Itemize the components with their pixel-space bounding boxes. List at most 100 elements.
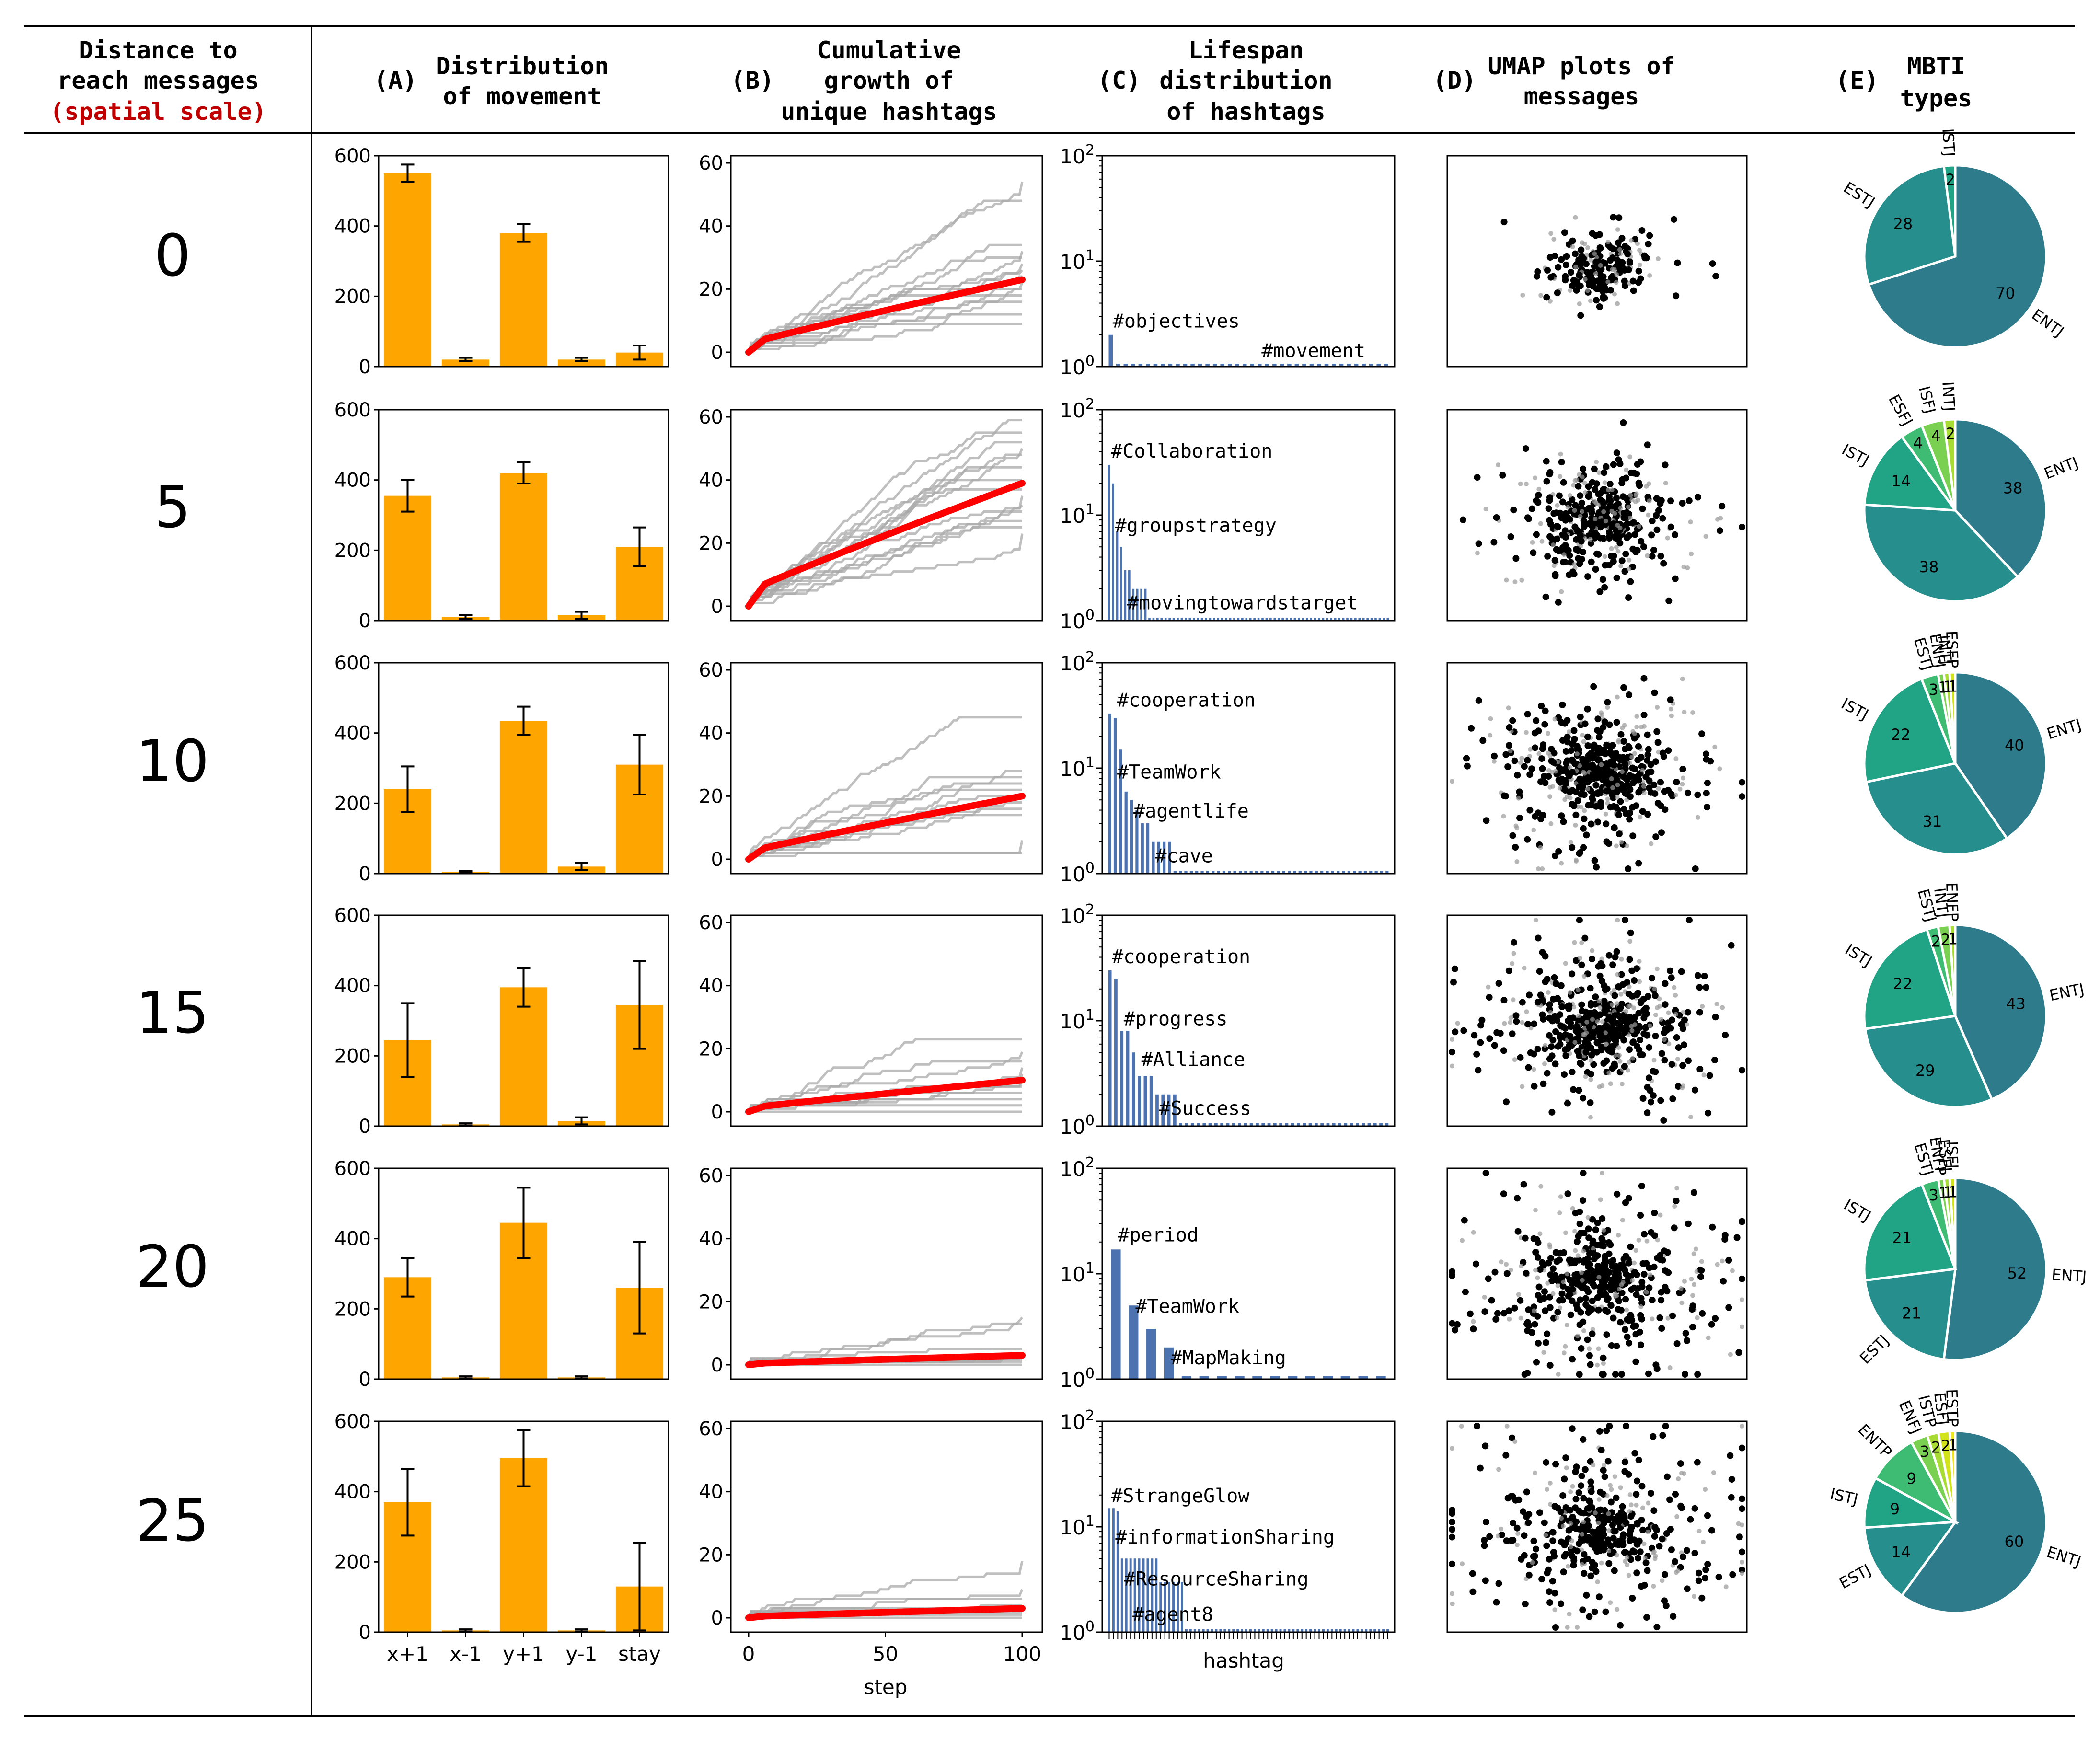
- y-tick-label: 100: [1060, 607, 1095, 633]
- point: [1618, 557, 1626, 565]
- y-tick-label: 0: [711, 849, 723, 871]
- point: [1639, 1526, 1647, 1533]
- point: [1605, 952, 1613, 959]
- hashtag-bar: [1253, 618, 1256, 621]
- point: [1621, 266, 1628, 274]
- point: [1621, 277, 1628, 285]
- point: [1615, 523, 1620, 528]
- point: [1610, 1515, 1617, 1522]
- point: [1559, 1282, 1567, 1290]
- point: [1685, 565, 1690, 570]
- point: [1605, 533, 1613, 540]
- point: [1545, 1487, 1549, 1492]
- point: [1564, 1045, 1571, 1052]
- point: [1477, 1464, 1484, 1472]
- point: [1649, 518, 1656, 525]
- bar-y+1: [499, 721, 548, 874]
- point: [1614, 280, 1619, 285]
- point: [1499, 1259, 1504, 1265]
- hashtag-bar: [1108, 713, 1111, 874]
- point: [1586, 1613, 1593, 1620]
- point: [1595, 1306, 1602, 1314]
- point: [1616, 1233, 1621, 1238]
- point: [1616, 1005, 1623, 1012]
- point: [1687, 1516, 1694, 1523]
- lifespan-axes-frame: [1101, 409, 1396, 622]
- point: [1600, 500, 1607, 507]
- point: [1662, 980, 1669, 987]
- y-tick-label: 400: [335, 470, 371, 492]
- point: [1725, 1304, 1732, 1311]
- point: [1555, 503, 1560, 508]
- point: [1572, 788, 1580, 795]
- point: [1526, 771, 1534, 778]
- point: [1521, 1552, 1528, 1559]
- point: [1617, 247, 1622, 252]
- point: [1549, 1037, 1557, 1044]
- point: [1621, 1063, 1628, 1070]
- point: [1591, 1608, 1598, 1615]
- point: [1596, 231, 1603, 238]
- point: [1638, 227, 1646, 234]
- point: [1628, 238, 1634, 243]
- point: [1516, 1292, 1521, 1297]
- point: [1541, 721, 1548, 728]
- hashtag-bar: [1365, 1629, 1368, 1632]
- point: [1606, 1071, 1612, 1076]
- pie-value: 4: [1913, 434, 1923, 452]
- point: [1624, 1333, 1631, 1340]
- point: [1615, 972, 1620, 977]
- point: [1728, 942, 1735, 949]
- point: [1685, 789, 1691, 796]
- point: [1568, 1023, 1575, 1030]
- point: [1557, 1210, 1562, 1216]
- point: [1596, 303, 1603, 310]
- pie-value: 2: [1931, 1439, 1941, 1457]
- point: [1510, 507, 1517, 514]
- hashtag-bar: [1143, 1076, 1147, 1126]
- point: [1584, 705, 1591, 713]
- point: [1653, 1624, 1661, 1631]
- point: [1699, 1310, 1706, 1317]
- point: [1634, 1477, 1640, 1485]
- point: [1553, 546, 1560, 553]
- point: [1546, 1556, 1553, 1563]
- lifespan-axes-frame: [1101, 1420, 1396, 1633]
- point: [1482, 1442, 1489, 1450]
- point: [1615, 1026, 1622, 1033]
- point: [1644, 1238, 1650, 1244]
- point: [1650, 1433, 1657, 1440]
- pie-slice-ENFP: [1948, 923, 1957, 1016]
- point: [1575, 483, 1582, 490]
- hashtag-bar: [1120, 1558, 1123, 1632]
- hashtag-bar: [1332, 364, 1336, 367]
- hashtag-bar: [1269, 618, 1272, 621]
- point: [1581, 815, 1588, 822]
- point: [1570, 1086, 1577, 1093]
- hashtag-bar: [1200, 871, 1204, 874]
- point: [1605, 239, 1611, 244]
- point: [1627, 793, 1634, 800]
- point: [1584, 733, 1591, 740]
- point: [1600, 1354, 1607, 1361]
- point: [1608, 1600, 1613, 1605]
- point: [1680, 782, 1685, 787]
- point: [1573, 1023, 1581, 1030]
- hashtag-bar: [1217, 1376, 1227, 1379]
- point: [1533, 531, 1540, 538]
- distance-labels: 0 5 10 15 20 25: [136, 223, 209, 1555]
- point: [1644, 1109, 1651, 1117]
- point: [1646, 232, 1653, 239]
- point: [1602, 986, 1609, 993]
- pie-value: 21: [1892, 1229, 1912, 1247]
- point: [1583, 1074, 1588, 1079]
- hashtag-bar: [1326, 618, 1328, 621]
- point: [1703, 984, 1709, 991]
- hashtag-bar: [1155, 1094, 1159, 1126]
- point: [1531, 1067, 1536, 1072]
- hashtag-bar: [1211, 1629, 1213, 1632]
- hashtag-bar: [1260, 871, 1264, 874]
- hashtag-bar: [1181, 1376, 1192, 1379]
- point: [1589, 956, 1595, 963]
- point: [1635, 1555, 1642, 1562]
